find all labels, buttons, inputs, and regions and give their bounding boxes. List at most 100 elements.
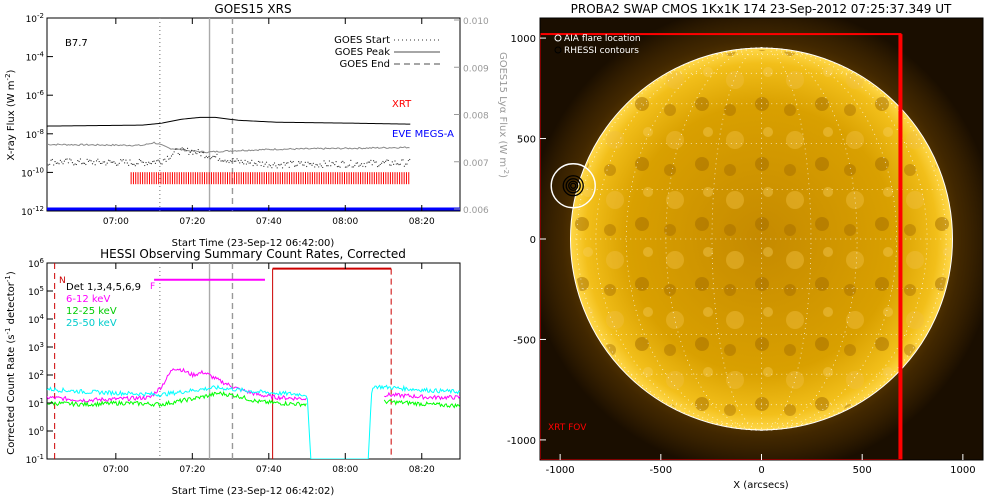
aia-flare-location <box>550 163 596 209</box>
goes-y2-tick-label: 0.007 <box>463 159 489 169</box>
lya-point <box>224 159 226 161</box>
lya-point <box>217 159 219 161</box>
swap-y-tick-label: 0 <box>530 235 536 246</box>
hessi-x-tick-label: 07:00 <box>103 465 129 475</box>
lya-point <box>407 159 409 162</box>
rhessi-contour <box>568 180 579 191</box>
rhessi-contour <box>570 182 577 189</box>
lya-point <box>196 153 198 155</box>
hessi-y-tick-label: 106 <box>28 257 44 270</box>
lya-point <box>232 157 234 160</box>
rhessi-contour <box>565 178 581 194</box>
legend-goes-end: GOES End <box>340 59 390 70</box>
lya-point <box>366 162 368 164</box>
hessi-x-tick-label: 08:00 <box>332 465 358 475</box>
lya-point <box>326 165 328 167</box>
hessi-y-tick-label: 101 <box>28 397 44 410</box>
lya-point <box>236 158 238 160</box>
goes-y2-label: GOES15 Lyα Flux (W m-2) <box>497 52 510 178</box>
lya-point <box>401 159 403 161</box>
lya-point <box>310 163 312 165</box>
lya-point <box>212 155 214 158</box>
lya-point <box>356 162 359 164</box>
lya-point <box>403 165 405 167</box>
lya-point <box>287 162 289 164</box>
legend-det-title: Det 1,3,4,5,6,9 <box>66 282 141 293</box>
lya-point <box>340 161 343 163</box>
lya-point <box>221 160 223 162</box>
swap-legend: AIA flare location RHESSI contours <box>554 34 641 56</box>
lya-point <box>327 165 329 167</box>
solar-disk-texture <box>572 50 951 428</box>
lya-point <box>381 162 383 164</box>
lya-point <box>192 153 194 155</box>
xrt-fov-label: XRT FOV <box>548 423 587 433</box>
lya-point <box>306 165 308 168</box>
lya-point <box>211 157 213 159</box>
lya-point <box>275 165 277 167</box>
swap-axes: -1000 1000 -500 500 0 0 500 -500 1000 -1000 <box>507 34 976 476</box>
lya-point <box>136 163 138 165</box>
legend-25-50: 25-50 keV <box>66 318 117 329</box>
lya-point <box>87 160 90 162</box>
lya-point <box>172 153 174 155</box>
lya-point <box>55 162 57 164</box>
lya-point <box>71 162 74 164</box>
lya-point <box>248 162 250 164</box>
lya-point <box>283 162 285 164</box>
lya-point <box>391 161 393 163</box>
lya-point <box>150 163 152 165</box>
lya-point <box>260 164 262 167</box>
lya-point <box>265 161 268 163</box>
lya-point <box>74 163 76 165</box>
lya-point <box>285 162 288 164</box>
lya-point <box>202 152 205 154</box>
lya-point <box>86 158 88 160</box>
lya-point <box>200 155 202 157</box>
lya-point <box>398 164 400 166</box>
lya-point <box>67 162 70 164</box>
lya-point <box>370 159 372 161</box>
lya-point <box>79 158 82 160</box>
lya-point <box>342 160 344 162</box>
lya-point <box>188 153 190 156</box>
lya-point <box>170 155 173 157</box>
hessi-series-12-25keV <box>47 390 460 409</box>
lya-point <box>216 153 218 155</box>
lya-point <box>307 161 309 163</box>
lya-point <box>122 159 124 161</box>
swap-y-tick-label: 500 <box>517 135 536 146</box>
lya-point <box>291 161 293 164</box>
swap-y-tick-label: 1000 <box>511 34 536 45</box>
lya-point <box>228 161 230 164</box>
lya-point <box>347 165 349 167</box>
lya-point <box>406 163 408 165</box>
longitude-line <box>761 47 947 431</box>
swap-image <box>540 18 983 460</box>
lya-point <box>259 161 261 163</box>
lya-point <box>141 161 143 163</box>
hessi-series-line <box>47 367 307 403</box>
longitude-line <box>711 47 762 431</box>
lya-point <box>189 151 191 154</box>
hessi-series-25-50keV <box>47 384 460 459</box>
lya-point <box>146 163 148 166</box>
lya-point <box>289 160 292 162</box>
hessi-axes: 07:00 07:20 07:40 08:00 08:20 10-1 100 101 102 10… <box>26 257 435 475</box>
lya-point <box>355 162 357 164</box>
lya-point <box>397 163 399 165</box>
lya-point <box>65 158 67 160</box>
lya-point <box>51 158 53 161</box>
lya-point <box>157 159 159 161</box>
lya-point <box>314 166 316 168</box>
swap-x-tick-label: 500 <box>853 465 872 476</box>
lya-point <box>390 164 392 166</box>
lya-point <box>264 163 266 165</box>
lya-point <box>239 162 241 164</box>
lya-point <box>235 160 237 162</box>
lya-point <box>186 147 189 149</box>
lya-point <box>77 159 79 162</box>
lya-point <box>338 165 340 167</box>
lya-point <box>394 160 396 162</box>
lya-point <box>219 158 221 160</box>
